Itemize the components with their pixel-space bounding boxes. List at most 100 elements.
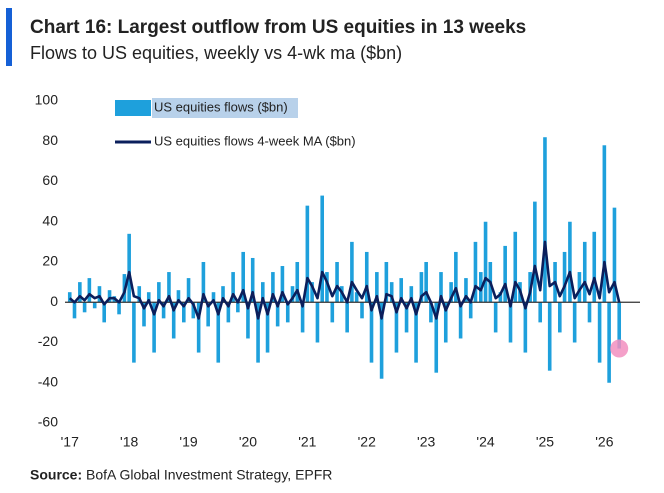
- bar: [231, 272, 235, 303]
- bar: [458, 302, 463, 339]
- source: BofA Global Investment Strategy, EPFR: [86, 467, 332, 483]
- bar: [562, 251, 567, 303]
- bar: [602, 145, 607, 303]
- bar: [97, 286, 102, 303]
- highlight-marker: [610, 339, 629, 358]
- bar: [394, 302, 399, 353]
- bar: [246, 302, 250, 339]
- y-tick-label: 0: [50, 293, 58, 309]
- bar: [261, 282, 265, 303]
- bar: [384, 262, 389, 303]
- bar: [498, 292, 503, 303]
- bar: [572, 302, 577, 343]
- bar: [414, 302, 418, 363]
- bar: [533, 201, 537, 303]
- bar: [206, 302, 210, 327]
- bar: [330, 302, 335, 323]
- y-tick-label: 80: [42, 132, 58, 148]
- bar: [587, 302, 592, 323]
- bar: [250, 257, 255, 303]
- bar: [310, 282, 314, 303]
- x-tick-label: '17: [61, 434, 79, 450]
- bar: [182, 302, 186, 323]
- bar: [157, 282, 161, 303]
- bar: [443, 302, 448, 343]
- bar: [67, 292, 72, 303]
- bar: [389, 282, 394, 303]
- bar: [399, 278, 404, 303]
- bar: [513, 231, 518, 303]
- bar: [295, 262, 300, 303]
- source-label: Source:: [30, 467, 82, 483]
- bar: [226, 302, 231, 323]
- bar: [582, 241, 587, 303]
- bar: [439, 272, 443, 303]
- bar: [241, 251, 246, 303]
- bar: [523, 302, 528, 353]
- bar: [612, 207, 617, 303]
- y-tick-label: 60: [42, 172, 58, 188]
- bar: [617, 302, 622, 349]
- bar: [92, 302, 97, 309]
- bar: [146, 292, 151, 303]
- y-tick-label: 20: [42, 253, 58, 269]
- title-accent: [6, 8, 12, 66]
- legend-highlight: [152, 98, 298, 118]
- y-tick-label: 100: [35, 92, 59, 108]
- bar: [285, 302, 290, 323]
- bar: [132, 302, 136, 363]
- y-tick-label: -20: [38, 333, 58, 349]
- bar: [577, 272, 582, 303]
- bar: [345, 302, 349, 333]
- bar: [82, 302, 87, 313]
- bar: [196, 302, 201, 353]
- bar: [547, 302, 552, 371]
- bar: [305, 205, 310, 303]
- bar: [275, 302, 280, 327]
- bar: [325, 272, 329, 303]
- bar: [300, 302, 305, 333]
- bar: [592, 231, 597, 303]
- bar: [473, 241, 478, 303]
- legend-label: US equities flows ($bn): [154, 99, 288, 114]
- bar: [493, 302, 498, 333]
- bar: [419, 272, 424, 303]
- bar: [201, 262, 206, 303]
- bar: [78, 282, 82, 303]
- bar: [454, 251, 458, 303]
- bar: [350, 241, 354, 303]
- bar: [335, 262, 339, 303]
- bar: [354, 292, 359, 303]
- chart-title: Chart 16: Largest outflow from US equiti…: [30, 17, 526, 38]
- bar: [375, 272, 379, 303]
- bar: [271, 272, 275, 303]
- bar: [320, 195, 325, 303]
- bar: [568, 221, 572, 303]
- y-tick-label: 40: [42, 212, 58, 228]
- bar: [167, 272, 171, 303]
- bar: [607, 302, 611, 383]
- bar: [364, 251, 369, 303]
- bar: [221, 286, 225, 303]
- bar: [449, 282, 453, 303]
- legend-swatch: [115, 100, 151, 116]
- bar: [72, 302, 77, 319]
- bar: [360, 302, 364, 319]
- bar: [137, 286, 142, 303]
- bar: [191, 302, 196, 319]
- bar: [379, 302, 384, 379]
- bar: [315, 302, 320, 343]
- bar: [464, 278, 468, 303]
- x-tick-label: '19: [179, 434, 197, 450]
- bar: [161, 302, 166, 319]
- bar: [117, 302, 121, 315]
- bar: [280, 266, 285, 303]
- bar: [538, 302, 543, 323]
- bar: [543, 137, 547, 303]
- bar: [171, 302, 176, 339]
- x-tick-label: '26: [595, 434, 613, 450]
- bar: [186, 278, 191, 303]
- bar: [503, 245, 507, 303]
- bar: [176, 290, 181, 303]
